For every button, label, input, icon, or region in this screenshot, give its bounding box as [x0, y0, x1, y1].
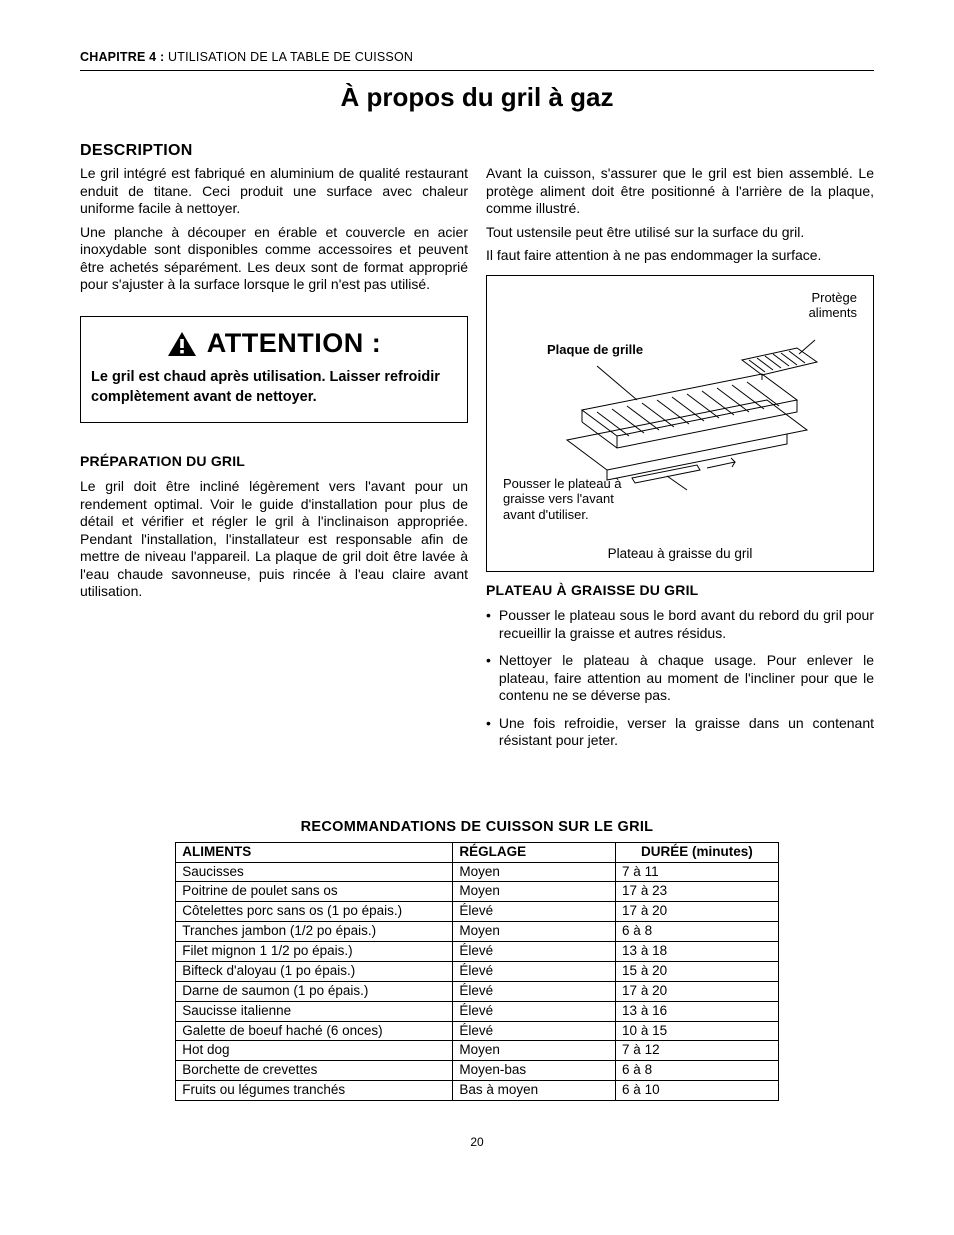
cell-food: Galette de boeuf haché (6 onces): [176, 1021, 453, 1041]
divider: [80, 70, 874, 71]
cell-food: Saucisse italienne: [176, 1001, 453, 1021]
cell-setting: Élevé: [453, 1021, 616, 1041]
th-food: ALIMENTS: [176, 842, 453, 862]
cell-food: Côtelettes porc sans os (1 po épais.): [176, 902, 453, 922]
prep-body: Le gril doit être incliné légèrement ver…: [80, 478, 468, 601]
cell-time: 6 à 8: [616, 1061, 779, 1081]
cell-food: Borchette de crevettes: [176, 1061, 453, 1081]
chapter-number: CHAPITRE 4 :: [80, 50, 164, 64]
table-row: Tranches jambon (1/2 po épais.)Moyen6 à …: [176, 922, 778, 942]
grill-diagram: [537, 300, 837, 500]
tray-b2: Nettoyer le plateau à chaque usage. Pour…: [499, 652, 874, 705]
two-column-layout: Le gril intégré est fabriqué en aluminiu…: [80, 165, 874, 759]
cell-setting: Moyen: [453, 922, 616, 942]
table-header-row: ALIMENTS RÉGLAGE DURÉE (minutes): [176, 842, 778, 862]
description-r3: Il faut faire attention à ne pas endomma…: [486, 247, 874, 265]
description-heading: DESCRIPTION: [80, 141, 874, 161]
table-row: Borchette de crevettesMoyen-bas6 à 8: [176, 1061, 778, 1081]
cell-time: 13 à 16: [616, 1001, 779, 1021]
cell-setting: Élevé: [453, 942, 616, 962]
cell-food: Saucisses: [176, 862, 453, 882]
cell-time: 10 à 15: [616, 1021, 779, 1041]
diagram-caption: Plateau à graisse du gril: [497, 546, 863, 563]
diagram-guard-label: Protège aliments: [809, 290, 857, 321]
description-p2: Une planche à découper en érable et couv…: [80, 224, 468, 294]
chapter-title: UTILISATION DE LA TABLE DE CUISSON: [168, 50, 413, 64]
cell-time: 13 à 18: [616, 942, 779, 962]
cell-time: 15 à 20: [616, 961, 779, 981]
table-row: Bifteck d'aloyau (1 po épais.)Élevé15 à …: [176, 961, 778, 981]
cell-food: Tranches jambon (1/2 po épais.): [176, 922, 453, 942]
diagram-plate-label: Plaque de grille: [547, 342, 643, 358]
cell-food: Fruits ou légumes tranchés: [176, 1081, 453, 1101]
diagram-container: Plaque de grille Protège aliments Pousse…: [486, 275, 874, 572]
table-row: SaucissesMoyen7 à 11: [176, 862, 778, 882]
table-row: Hot dogMoyen7 à 12: [176, 1041, 778, 1061]
cell-food: Filet mignon 1 1/2 po épais.): [176, 942, 453, 962]
cell-food: Bifteck d'aloyau (1 po épais.): [176, 961, 453, 981]
cooking-table: ALIMENTS RÉGLAGE DURÉE (minutes) Sauciss…: [175, 842, 778, 1101]
tray-heading: PLATEAU À GRAISSE DU GRIL: [486, 582, 874, 600]
table-row: Poitrine de poulet sans osMoyen17 à 23: [176, 882, 778, 902]
cell-time: 17 à 20: [616, 981, 779, 1001]
description-r1: Avant la cuisson, s'assurer que le gril …: [486, 165, 874, 218]
description-r2: Tout ustensile peut être utilisé sur la …: [486, 224, 874, 242]
left-column: Le gril intégré est fabriqué en aluminiu…: [80, 165, 468, 759]
attention-body: Le gril est chaud après utilisation. Lai…: [91, 368, 457, 407]
chapter-header: CHAPITRE 4 : UTILISATION DE LA TABLE DE …: [80, 50, 874, 66]
page-title: À propos du gril à gaz: [80, 81, 874, 114]
attention-header: ATTENTION :: [91, 327, 457, 361]
cell-time: 17 à 23: [616, 882, 779, 902]
cell-time: 6 à 10: [616, 1081, 779, 1101]
cell-time: 7 à 11: [616, 862, 779, 882]
tray-bullets: Pousser le plateau sous le bord avant du…: [486, 607, 874, 750]
cell-setting: Élevé: [453, 981, 616, 1001]
table-row: Filet mignon 1 1/2 po épais.)Élevé13 à 1…: [176, 942, 778, 962]
th-time: DURÉE (minutes): [616, 842, 779, 862]
cell-setting: Élevé: [453, 902, 616, 922]
list-item: Nettoyer le plateau à chaque usage. Pour…: [486, 652, 874, 705]
tray-b3: Une fois refroidie, verser la graisse da…: [499, 715, 874, 750]
prep-heading: PRÉPARATION DU GRIL: [80, 453, 468, 471]
table-row: Fruits ou légumes tranchésBas à moyen6 à…: [176, 1081, 778, 1101]
cell-time: 7 à 12: [616, 1041, 779, 1061]
list-item: Pousser le plateau sous le bord avant du…: [486, 607, 874, 642]
cell-setting: Moyen: [453, 862, 616, 882]
table-title: RECOMMANDATIONS DE CUISSON SUR LE GRIL: [80, 818, 874, 836]
right-column: Avant la cuisson, s'assurer que le gril …: [486, 165, 874, 759]
description-p1: Le gril intégré est fabriqué en aluminiu…: [80, 165, 468, 218]
tray-b1: Pousser le plateau sous le bord avant du…: [499, 607, 874, 642]
table-row: Darne de saumon (1 po épais.)Élevé17 à 2…: [176, 981, 778, 1001]
list-item: Une fois refroidie, verser la graisse da…: [486, 715, 874, 750]
cell-setting: Bas à moyen: [453, 1081, 616, 1101]
cell-setting: Élevé: [453, 961, 616, 981]
warning-icon: [167, 331, 197, 357]
cell-food: Hot dog: [176, 1041, 453, 1061]
table-row: Galette de boeuf haché (6 onces)Élevé10 …: [176, 1021, 778, 1041]
table-row: Saucisse italienneÉlevé13 à 16: [176, 1001, 778, 1021]
diagram-push-label: Pousser le plateau à graisse vers l'avan…: [503, 476, 622, 523]
cell-setting: Moyen: [453, 1041, 616, 1061]
cell-food: Poitrine de poulet sans os: [176, 882, 453, 902]
attention-box: ATTENTION : Le gril est chaud après util…: [80, 316, 468, 423]
th-setting: RÉGLAGE: [453, 842, 616, 862]
cell-setting: Élevé: [453, 1001, 616, 1021]
attention-label: ATTENTION :: [207, 327, 381, 361]
cell-setting: Moyen: [453, 882, 616, 902]
cell-time: 17 à 20: [616, 902, 779, 922]
page-number: 20: [80, 1135, 874, 1150]
cell-time: 6 à 8: [616, 922, 779, 942]
table-row: Côtelettes porc sans os (1 po épais.)Éle…: [176, 902, 778, 922]
cell-setting: Moyen-bas: [453, 1061, 616, 1081]
cell-food: Darne de saumon (1 po épais.): [176, 981, 453, 1001]
